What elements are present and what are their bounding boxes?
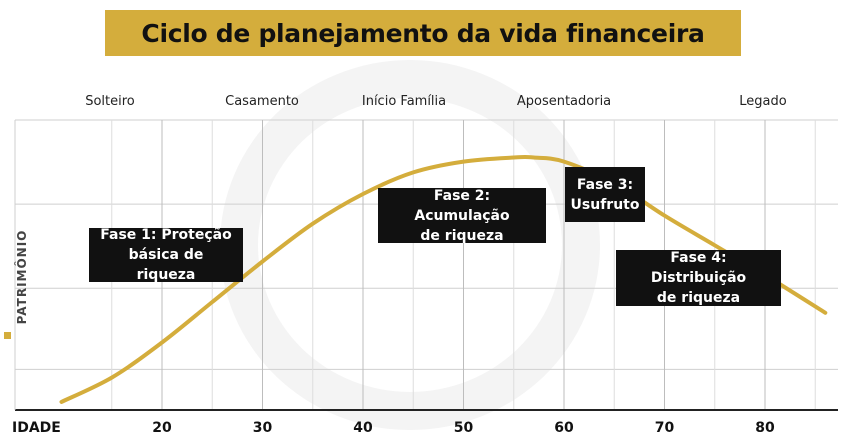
x-tick-label-20: 20 — [152, 420, 172, 436]
x-tick-label-30: 30 — [253, 420, 273, 436]
stage-label-legado: Legado — [739, 94, 787, 109]
phase-4-line1: Fase 4: Distribuição — [650, 250, 747, 286]
phase-3-line2: Usufruto — [570, 196, 640, 213]
phase-4-line2: de riqueza — [656, 290, 741, 306]
phase-1-line1: Fase 1: Proteção — [100, 227, 232, 243]
phase-3-box: Fase 3: Usufruto — [565, 167, 645, 222]
chart-title: Ciclo de planejamento da vida financeira — [141, 18, 705, 48]
x-axis-label: IDADE — [12, 420, 61, 436]
y-axis-marker — [4, 332, 11, 339]
phase-3-line1: Fase 3: — [576, 176, 634, 193]
x-tick-label-70: 70 — [655, 420, 675, 436]
stage-label-casamento: Casamento — [225, 94, 299, 109]
y-axis-label: PATRIMÔNIO — [15, 229, 29, 325]
phase-4-box: Fase 4: Distribuição de riqueza — [616, 250, 781, 306]
x-tick-label-50: 50 — [454, 420, 474, 436]
x-tick-label-40: 40 — [353, 420, 373, 436]
x-tick-label-80: 80 — [755, 420, 775, 436]
stage-label-aposentadoria: Aposentadoria — [516, 94, 612, 109]
phase-1-line2: básica de riqueza — [128, 247, 204, 283]
stage-label-solteiro: Solteiro — [85, 94, 135, 109]
stage-label-inicio-familia: Início Família — [361, 94, 447, 109]
phase-2-line2: de riqueza — [420, 227, 504, 244]
x-tick-label-60: 60 — [554, 420, 574, 436]
phase-2-box: Fase 2: Acumulação de riqueza — [378, 187, 546, 244]
phase-2-line1: Fase 2: Acumulação — [414, 187, 510, 224]
phase-1-box: Fase 1: Proteção básica de riqueza — [89, 227, 243, 283]
title-banner: Ciclo de planejamento da vida financeira — [105, 10, 741, 56]
